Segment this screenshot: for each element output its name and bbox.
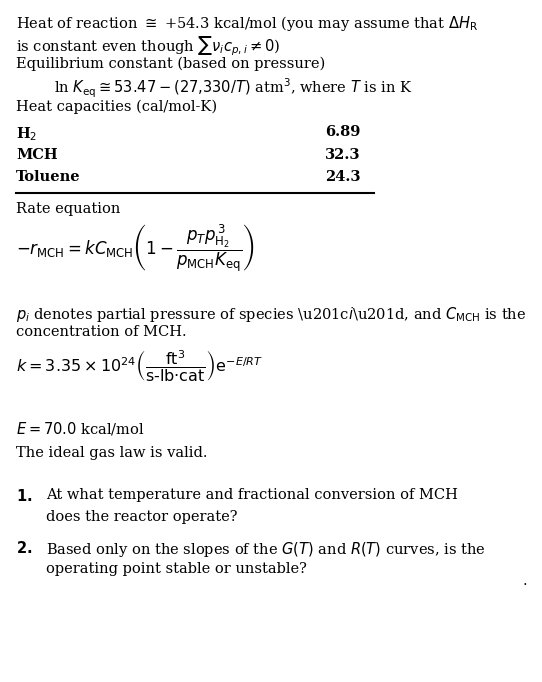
Text: $\mathbf{2.}$: $\mathbf{2.}$ (16, 540, 33, 556)
Text: 6.89: 6.89 (325, 125, 360, 139)
Text: H$_2$: H$_2$ (16, 125, 37, 143)
Text: Heat capacities (cal/mol-K): Heat capacities (cal/mol-K) (16, 100, 217, 115)
Text: The ideal gas law is valid.: The ideal gas law is valid. (16, 446, 208, 460)
Text: is constant even though $\sum \nu_i c_{p,i} \neq 0$): is constant even though $\sum \nu_i c_{p… (16, 34, 281, 57)
Text: Heat of reaction $\cong$ +54.3 kcal/mol (you may assume that $\Delta H_\mathrm{R: Heat of reaction $\cong$ +54.3 kcal/mol … (16, 14, 478, 33)
Text: $-r_\mathrm{MCH} = kC_\mathrm{MCH}\left(1 - \dfrac{p_T p_{\mathrm{H}_2}^{\,3}}{p: $-r_\mathrm{MCH} = kC_\mathrm{MCH}\left(… (16, 222, 255, 273)
Text: Equilibrium constant (based on pressure): Equilibrium constant (based on pressure) (16, 57, 326, 72)
Text: At what temperature and fractional conversion of MCH: At what temperature and fractional conve… (46, 488, 458, 502)
Text: concentration of MCH.: concentration of MCH. (16, 325, 187, 339)
Text: MCH: MCH (16, 148, 58, 162)
Text: Rate equation: Rate equation (16, 202, 121, 216)
Text: Based only on the slopes of the $G(T)$ and $R(T)$ curves, is the: Based only on the slopes of the $G(T)$ a… (46, 540, 486, 559)
Text: $E = 70.0$ kcal/mol: $E = 70.0$ kcal/mol (16, 420, 145, 437)
Text: $\mathbf{1.}$: $\mathbf{1.}$ (16, 488, 33, 504)
Text: operating point stable or unstable?: operating point stable or unstable? (46, 562, 307, 576)
Text: $k = 3.35 \times 10^{24}\left(\dfrac{\mathrm{ft}^3}{\mathrm{s}\text{-}\mathrm{lb: $k = 3.35 \times 10^{24}\left(\dfrac{\ma… (16, 348, 263, 384)
Text: does the reactor operate?: does the reactor operate? (46, 510, 237, 524)
Text: $p_i$ denotes partial pressure of species \u201c$i$\u201d, and $C_\mathrm{MCH}$ : $p_i$ denotes partial pressure of specie… (16, 305, 526, 324)
Text: Toluene: Toluene (16, 170, 81, 184)
Text: ln $K_\mathrm{eq} \cong 53.47 - (27{,}330/T)$ atm$^3$, where $T$ is in K: ln $K_\mathrm{eq} \cong 53.47 - (27{,}33… (54, 77, 413, 100)
Text: 24.3: 24.3 (325, 170, 360, 184)
Text: .: . (523, 574, 528, 588)
Text: 32.3: 32.3 (325, 148, 360, 162)
